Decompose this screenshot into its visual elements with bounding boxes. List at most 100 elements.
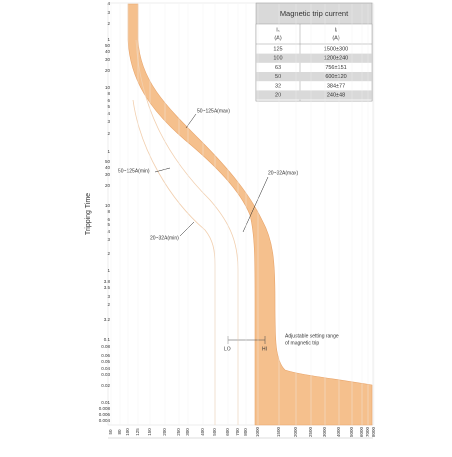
x-tick-label: 100	[125, 428, 130, 436]
y-tick-label: 20	[105, 183, 111, 188]
x-tick-label: 200	[162, 428, 167, 436]
table-cell: 1200±240	[324, 56, 348, 62]
annotation: 50~125A(max)	[197, 108, 230, 114]
table-cell: 125	[273, 46, 282, 52]
y-tick-label: 5	[107, 222, 110, 227]
y-tick-label: 1	[107, 268, 110, 273]
x-tick-label: 1500	[276, 426, 281, 437]
y-tick-label: 2	[107, 302, 110, 307]
x-tick-label: 300	[185, 428, 190, 436]
y-tick-label: 50	[105, 159, 111, 164]
y-tick-label: 1	[107, 149, 110, 154]
y-tick-label: 50	[105, 43, 111, 48]
pointer	[154, 167, 171, 173]
table-row-bg	[256, 72, 372, 82]
y-tick-label: 4	[107, 1, 110, 6]
x-tick-label: 250	[176, 428, 181, 436]
y-tick-label: 3	[107, 119, 110, 124]
annotation: of magnetic trip	[285, 340, 319, 346]
y-tick-label: 30	[105, 57, 111, 62]
plot-frame	[107, 2, 374, 426]
pointer	[179, 221, 195, 237]
table-cell: 384±77	[327, 83, 345, 89]
x-tick-label: 50	[108, 429, 113, 435]
y-tick-label: 5	[107, 104, 110, 109]
table-header: (A)	[332, 35, 340, 41]
y-tick-label: 0.004	[99, 418, 111, 423]
table-cell: 50	[275, 74, 281, 80]
x-tick-label: 7000	[365, 426, 370, 437]
x-tick-label: 700	[235, 428, 240, 436]
x-tick-label: 80	[117, 429, 122, 435]
table-cell: 20	[275, 92, 281, 98]
y-axis-label: Tripping Time	[85, 193, 92, 235]
x-tick-label: 4000	[336, 426, 341, 437]
y-tick-label: 30	[105, 172, 111, 177]
x-tick-label: 500	[212, 428, 217, 436]
y-tick-label: 0.006	[99, 412, 111, 417]
y-tick-label: 3.5	[104, 285, 111, 290]
table-cell: 100	[273, 56, 282, 62]
y-tick-label: 6	[107, 217, 110, 222]
y-tick-label: 10	[105, 85, 111, 90]
table-cell: 240±48	[327, 92, 345, 98]
y-tick-label: 3	[107, 10, 110, 15]
y-tick-label: 3.2	[104, 317, 111, 322]
y-tick-label: 40	[105, 49, 111, 54]
y-tick-label: 8	[107, 209, 110, 214]
x-tick-label: 6000	[359, 426, 364, 437]
table-row-bg	[256, 90, 372, 100]
y-tick-label: 1	[107, 37, 110, 42]
y-tick-label: 0.01	[101, 400, 110, 405]
y-tick-label: 3	[107, 237, 110, 242]
y-tick-label: 0.02	[101, 383, 110, 388]
table-cell: 1500±300	[324, 46, 348, 52]
y-tick-label: 0.04	[101, 366, 110, 371]
annotation: 20~32A(min)	[150, 235, 179, 241]
x-tick-label: 2000	[293, 426, 298, 437]
y-tick-label: 0.08	[101, 344, 110, 349]
x-tick-label: 8000	[371, 426, 376, 437]
table-header: Iᵢ	[335, 27, 338, 33]
annotation: 20~32A(max)	[268, 170, 298, 176]
y-tick-label: 10	[105, 203, 111, 208]
table-cell: 32	[275, 83, 281, 89]
annotation: Adjustable setting range	[285, 333, 339, 339]
x-tick-label: 3000	[322, 426, 327, 437]
annotation: LO	[224, 346, 231, 352]
table-cell: 63	[275, 65, 281, 71]
pointer	[185, 113, 197, 129]
x-tick-label: 2500	[308, 426, 313, 437]
x-tick-label: 125	[135, 428, 140, 436]
y-tick-label: 3	[107, 294, 110, 299]
table-cell: 756±151	[325, 65, 346, 71]
y-tick-label: 2	[107, 131, 110, 136]
x-tick-label: 5000	[349, 426, 354, 437]
pointer	[242, 176, 269, 233]
x-tick-label: 600	[225, 428, 230, 436]
x-tick-label: 800	[243, 428, 248, 436]
y-tick-label: 0.1	[104, 337, 111, 342]
annotation: 50~125A(min)	[118, 168, 150, 174]
y-tick-label: 40	[105, 165, 111, 170]
trip-table: Magnetic trip current Iₛ (A) Iᵢ (A) 125 1500±…	[255, 2, 373, 102]
x-tick-label: 1000	[255, 426, 260, 437]
y-tick-label: 4	[107, 229, 110, 234]
table-row-bg	[256, 53, 372, 63]
y-tick-label: 2	[107, 251, 110, 256]
y-tick-label: 20	[105, 68, 111, 73]
x-tick-label: 150	[147, 428, 152, 436]
table-title: Magnetic trip current	[280, 9, 349, 18]
y-tick-label: 0.03	[101, 372, 110, 377]
y-tick-label: 3.8	[104, 279, 111, 284]
table-header: (A)	[274, 35, 282, 41]
min-curve	[135, 39, 239, 425]
y-tick-label: 0.008	[99, 406, 111, 411]
y-tick-label: 0.06	[101, 353, 110, 358]
y-tick-label: 4	[107, 111, 110, 116]
y-tick-label: 8	[107, 91, 110, 96]
y-tick-label: 2	[107, 21, 110, 26]
x-tick-label: 400	[200, 428, 205, 436]
table-cell: 600±120	[325, 74, 346, 80]
trip-band	[127, 3, 373, 426]
